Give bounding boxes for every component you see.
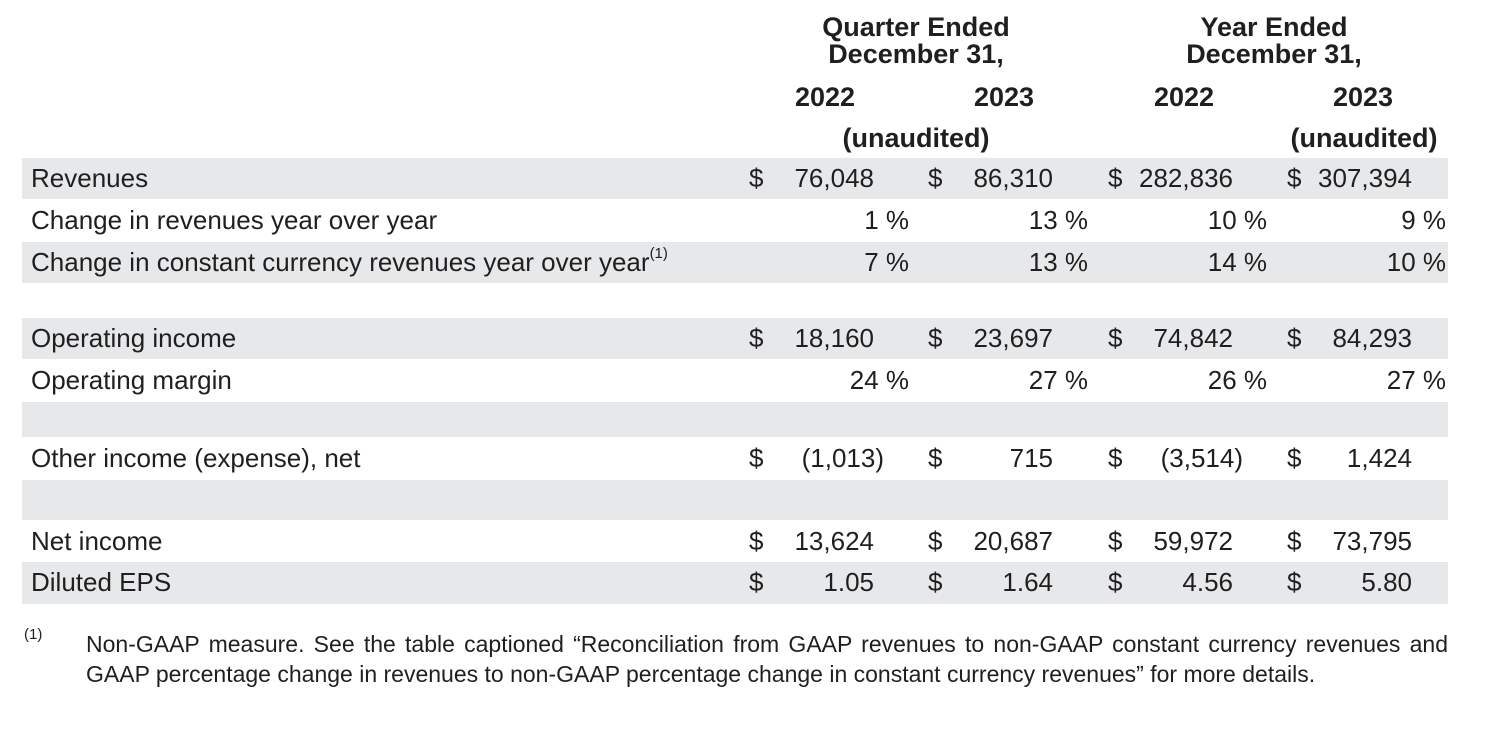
year-ended-line2: December 31,: [1186, 39, 1362, 69]
percent-cell: 24 %: [849, 365, 909, 395]
table-row: Diluted EPS $1.05 $1.64 $4.56 $5.80: [22, 562, 1448, 604]
amount-cell: 5.80: [1361, 567, 1412, 597]
currency-symbol: $: [749, 443, 764, 473]
year-header-y2023: 2023: [1332, 82, 1394, 112]
percent-cell: 10 %: [1207, 205, 1267, 235]
currency-symbol: $: [928, 443, 943, 473]
spacer-row: [22, 402, 1448, 437]
currency-symbol: $: [1287, 163, 1302, 193]
amount-cell: 1.64: [1002, 567, 1053, 597]
row-label-text: Revenues: [31, 163, 149, 193]
currency-symbol: $: [749, 163, 764, 193]
unaudited-year-label: (unaudited): [1290, 123, 1438, 153]
currency-symbol: $: [928, 323, 943, 353]
currency-symbol: $: [1108, 567, 1123, 597]
currency-symbol: $: [1108, 443, 1123, 473]
row-label-text: Change in revenues year over year: [31, 205, 438, 235]
amount-cell: 1.05: [823, 567, 874, 597]
amount-cell: 84,293: [1332, 323, 1412, 353]
row-label: Operating income: [31, 318, 236, 359]
row-label: Other income (expense), net: [31, 438, 361, 479]
table-row: Change in revenues year over year 1 % 13 %…: [22, 200, 1448, 241]
row-label: Net income: [31, 521, 163, 562]
amount-cell: 73,795: [1332, 526, 1412, 556]
quarter-ended-line2: December 31,: [828, 39, 1004, 69]
currency-symbol: $: [749, 567, 764, 597]
currency-symbol: $: [1287, 526, 1302, 556]
amount-cell: 4.56: [1182, 567, 1233, 597]
footnote-marker: (1): [24, 626, 43, 643]
percent-cell: 13 %: [1028, 247, 1088, 277]
currency-symbol: $: [1108, 526, 1123, 556]
amount-cell: 715: [1009, 443, 1053, 473]
row-label: Change in constant currency revenues yea…: [31, 242, 668, 283]
currency-symbol: $: [928, 526, 943, 556]
year-header-q2023: 2023: [973, 82, 1035, 112]
table-row: Other income (expense), net $ (1,013) $715 $…: [22, 438, 1448, 479]
percent-cell: 26 %: [1207, 365, 1267, 395]
amount-cell: 23,697: [973, 323, 1053, 353]
footnote-reference: (1): [649, 245, 668, 262]
row-label-text: Operating income: [31, 323, 237, 353]
amount-cell: 282,836: [1139, 163, 1233, 193]
amount-cell: 59,972: [1153, 526, 1233, 556]
spacer-row: [22, 480, 1448, 520]
amount-cell: 1,424: [1346, 443, 1412, 473]
row-label-text: Operating margin: [31, 365, 232, 395]
amount-cell: 86,310: [973, 163, 1053, 193]
row-label: Diluted EPS: [31, 562, 171, 603]
percent-cell: 27 %: [1028, 365, 1088, 395]
currency-symbol: $: [749, 526, 764, 556]
currency-symbol: $: [928, 567, 943, 597]
year-header-y2022: 2022: [1153, 82, 1215, 112]
amount-cell: (3,514): [1160, 443, 1243, 473]
amount-cell: 20,687: [973, 526, 1053, 556]
currency-symbol: $: [1108, 163, 1123, 193]
amount-cell: 13,624: [794, 526, 874, 556]
row-label: Revenues: [31, 158, 148, 199]
currency-symbol: $: [1287, 323, 1302, 353]
table-row: Operating income $18,160 $23,697 $74,842 $84…: [22, 318, 1448, 359]
currency-symbol: $: [1287, 567, 1302, 597]
year-header-q2022: 2022: [794, 82, 856, 112]
currency-symbol: $: [1287, 443, 1302, 473]
percent-cell: 13 %: [1028, 205, 1088, 235]
percent-cell: 1 %: [864, 205, 909, 235]
currency-symbol: $: [928, 163, 943, 193]
amount-cell: 18,160: [794, 323, 874, 353]
footnote-text: Non-GAAP measure. See the table captione…: [86, 631, 1448, 687]
year-ended-header: Year Ended December 31,: [1134, 14, 1414, 70]
quarter-ended-line1: Quarter Ended: [822, 12, 1010, 42]
percent-cell: 7 %: [864, 247, 909, 277]
spacer-row: [22, 284, 1448, 318]
amount-cell: (1,013): [801, 443, 884, 473]
percent-cell: 9 %: [1401, 205, 1446, 235]
percent-cell: 27 %: [1386, 365, 1446, 395]
amount-cell: 307,394: [1318, 163, 1412, 193]
unaudited-quarter-label: (unaudited): [842, 123, 990, 153]
percent-cell: 14 %: [1207, 247, 1267, 277]
amount-cell: 76,048: [794, 163, 874, 193]
year-ended-line1: Year Ended: [1200, 12, 1348, 42]
quarter-ended-header: Quarter Ended December 31,: [776, 14, 1056, 70]
row-label-text: Diluted EPS: [31, 567, 172, 597]
table-row: Change in constant currency revenues yea…: [22, 242, 1448, 283]
row-label-text: Net income: [31, 526, 163, 556]
percent-cell: 10 %: [1386, 247, 1446, 277]
table-row: Revenues $76,048 $86,310 $282,836 $307,394: [22, 158, 1448, 199]
table-row: Net income $13,624 $20,687 $59,972 $73,795: [22, 521, 1448, 562]
row-label: Change in revenues year over year: [31, 200, 437, 241]
currency-symbol: $: [1108, 323, 1123, 353]
row-label-text: Other income (expense), net: [31, 443, 361, 473]
amount-cell: 74,842: [1153, 323, 1233, 353]
row-label: Operating margin: [31, 360, 232, 401]
currency-symbol: $: [749, 323, 764, 353]
table-row: Operating margin 24 % 27 % 26 % 27 %: [22, 360, 1448, 401]
row-label-text: Change in constant currency revenues yea…: [31, 247, 650, 277]
